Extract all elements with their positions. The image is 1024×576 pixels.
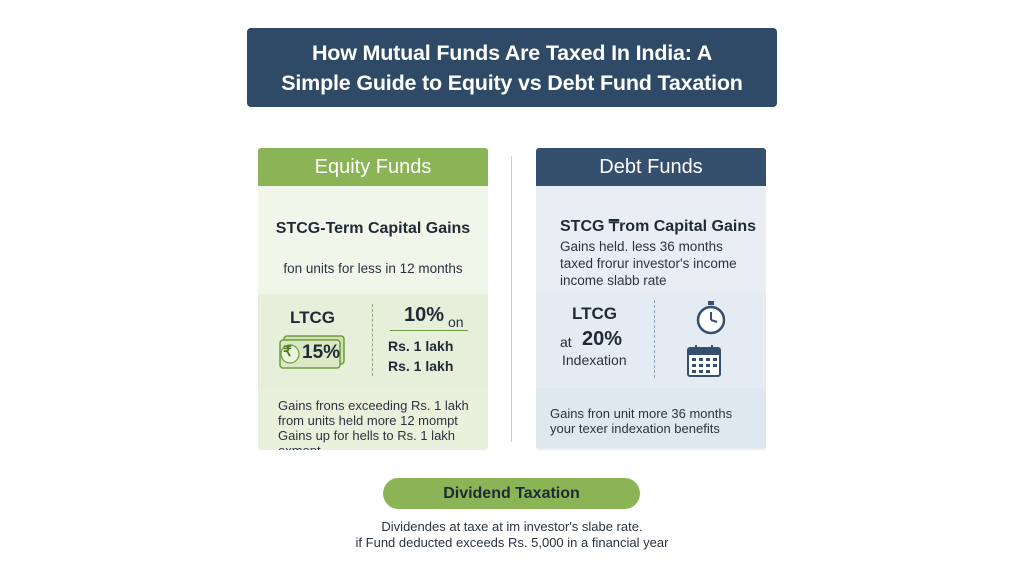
center-divider [511, 156, 512, 442]
equity-rs-1: Rs. 1 lakh [388, 338, 454, 354]
equity-on-label: on [448, 314, 464, 330]
equity-header: Equity Funds [258, 148, 488, 186]
debt-mid-divider [654, 300, 655, 378]
equity-note-line: Gains frons exceeding Rs. 1 lakh [278, 398, 469, 413]
title-banner: How Mutual Funds Are Taxed In India: A S… [247, 28, 777, 107]
equity-rate-underline [390, 330, 468, 331]
debt-stcg-line: taxed frorur investor's income [560, 256, 737, 271]
equity-funds-card: Equity Funds STCG-Term Capital Gains fon… [258, 148, 488, 450]
debt-stcg-line: income slabb rate [560, 273, 667, 288]
equity-bottom-notes: Gains frons exceeding Rs. 1 lakh from un… [258, 390, 488, 450]
debt-note-line: Gains fron unit more 36 months [550, 406, 733, 421]
debt-note-line: your texer indexation benefits [550, 421, 720, 436]
equity-ltcg-label: LTCG [290, 308, 336, 327]
equity-note-line: exmept [278, 443, 488, 450]
equity-rate-15: 15% [302, 342, 341, 363]
title-line-2: Simple Guide to Equity vs Debt Fund Taxa… [281, 70, 743, 95]
debt-stcg-line: Gains held. less 36 months [560, 239, 723, 254]
debt-ltcg-label: LTCG [572, 304, 618, 323]
equity-rs-2: Rs. 1 lakh [388, 358, 454, 374]
debt-at-label: at [560, 334, 572, 350]
equity-stcg-section: STCG-Term Capital Gains fon units for le… [258, 186, 488, 294]
dividend-taxation-pill: Dividend Taxation [383, 478, 640, 509]
rupee-symbol: ₹ [283, 343, 292, 359]
equity-stcg-sub: fon units for less in 12 months [283, 261, 463, 276]
clock-icon [694, 300, 728, 341]
money-icon: ₹ 15% [276, 334, 348, 370]
debt-bottom-notes: Gains fron unit more 36 months your texe… [536, 388, 766, 448]
equity-note-line: Gains up for hells to Rs. 1 lakh [278, 428, 456, 443]
equity-rate-10: 10% [404, 304, 445, 326]
debt-header: Debt Funds [536, 148, 766, 186]
equity-ltcg-section: LTCG ₹ 15% 10% on Rs. 1 lakh Rs. 1 lakh [258, 294, 488, 390]
equity-stcg-heading: STCG-Term Capital Gains [275, 220, 471, 237]
calendar-icon [686, 344, 722, 383]
equity-mid-divider [372, 304, 373, 376]
debt-stcg-heading: STCG ₸rom Capital Gains [560, 218, 756, 235]
equity-note-line: from units held more 12 mompt [278, 413, 458, 428]
debt-rate-20: 20% [582, 328, 623, 350]
dividend-line-1: Dividendes at taxe at im investor's slab… [381, 519, 643, 534]
dividend-line-2: if Fund deducted exceeds Rs. 5,000 in a … [355, 535, 669, 550]
dividend-description: Dividendes at taxe at im investor's slab… [0, 519, 1024, 551]
debt-indexation: Indexation [562, 352, 627, 368]
debt-ltcg-section: LTCG at 20% Indexation [536, 292, 766, 388]
title-line-1: How Mutual Funds Are Taxed In India: A [311, 40, 713, 65]
debt-stcg-section: STCG ₸rom Capital Gains Gains held. less… [536, 186, 766, 292]
debt-funds-card: Debt Funds STCG ₸rom Capital Gains Gains… [536, 148, 766, 450]
